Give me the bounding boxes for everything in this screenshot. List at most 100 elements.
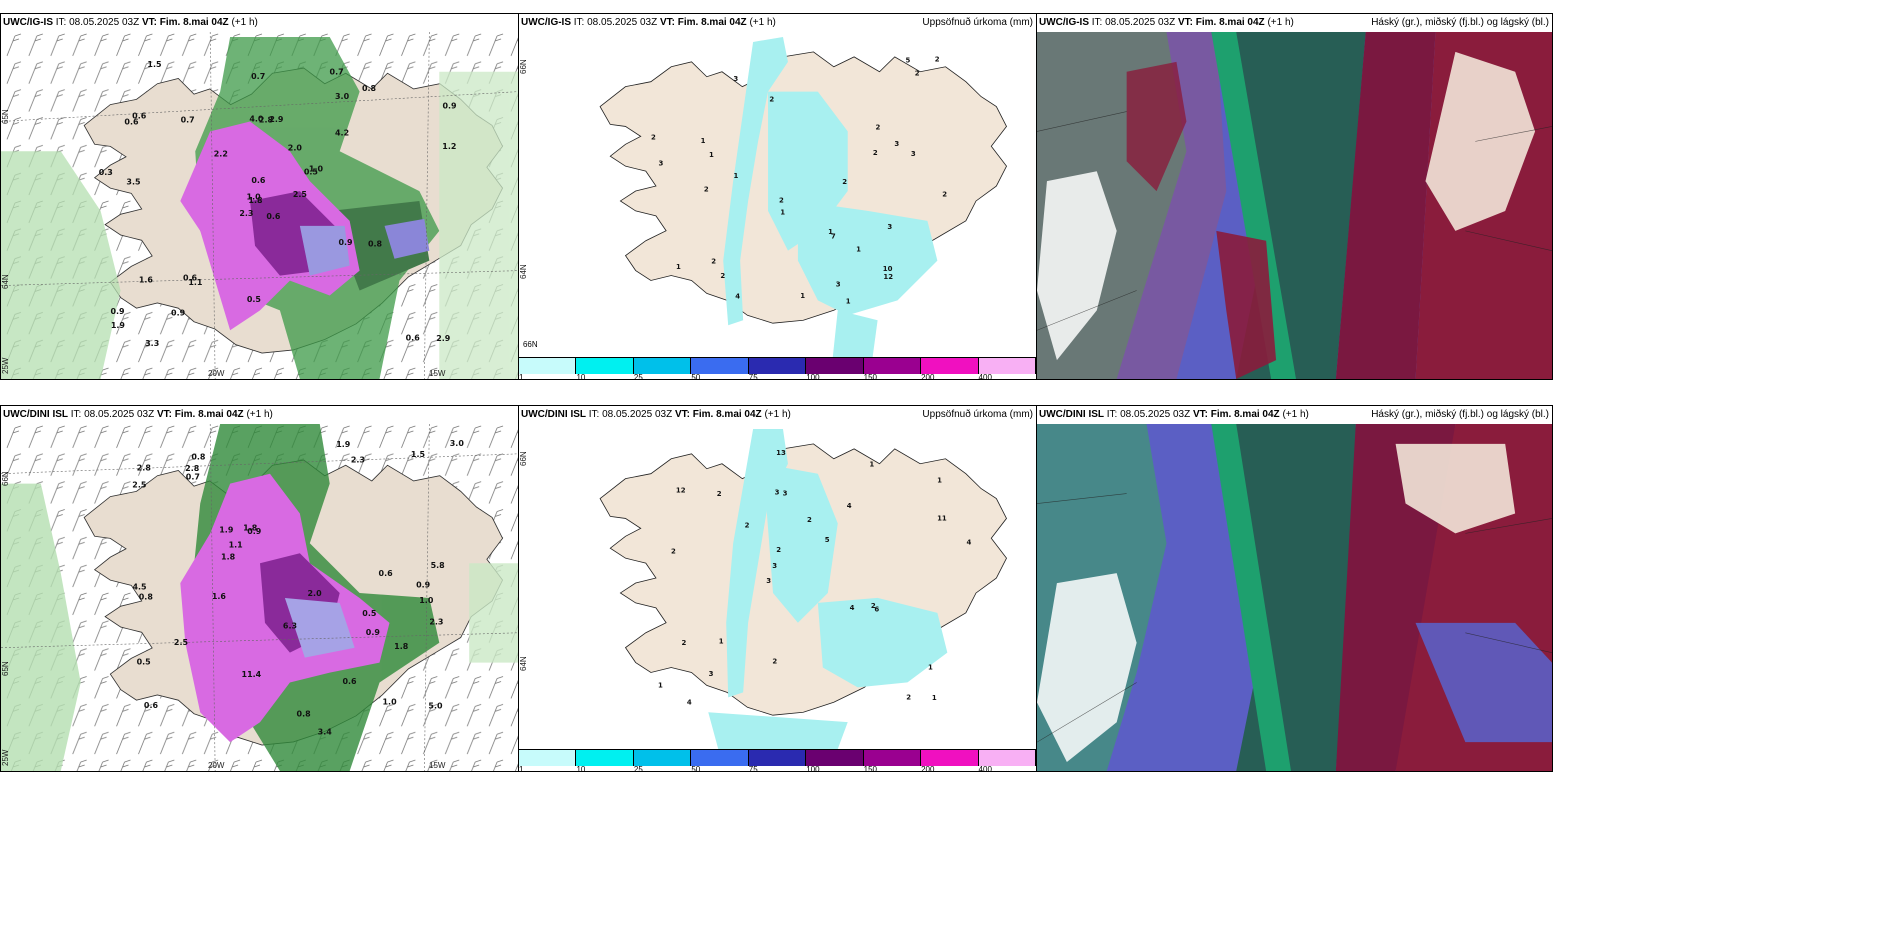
precip-value-label: 2.3 [351, 455, 365, 464]
legend-tick-label: 200 [921, 765, 935, 772]
precip-value-label: 0.9 [366, 628, 381, 637]
precip-value-label: 3 [772, 562, 777, 570]
precip-value-label: 1 [676, 263, 681, 271]
precip-value-label: 2 [807, 516, 812, 524]
panel-header: UWC/IG-IS IT: 08.05.2025 03Z VT: Fim. 8.… [519, 14, 1036, 32]
precip-value-label: 6.3 [283, 621, 297, 630]
legend-tick-label: 200 [921, 373, 935, 380]
legend-swatch [519, 750, 577, 766]
precip-value-label: 2.9 [436, 334, 451, 343]
legend-swatch [576, 750, 634, 766]
precip-value-label: 2.5 [174, 638, 188, 647]
precip-value-label: 2 [942, 190, 947, 198]
legend-tick-label: 25 [633, 373, 643, 380]
precip-value-label: 2 [915, 69, 920, 77]
precip-value-label: 2 [681, 639, 686, 647]
precip-value-label: 0.9 [416, 580, 431, 589]
precip-value-label: 0.7 [186, 472, 200, 481]
legend-swatch [691, 750, 749, 766]
precip-value-label: 1 [937, 477, 942, 485]
precip-value-label: 1.9 [111, 321, 126, 330]
precip-value-label: 3.0 [335, 92, 350, 101]
precip-value-label: 1.1 [188, 278, 202, 287]
precip-value-label: 7 [831, 233, 836, 241]
precip-value-label: 1.8 [394, 642, 409, 651]
field-title: Háský (gr.), miðský (fj.bl.) og lágský (… [1371, 17, 1549, 28]
precip-value-label: 2.0 [308, 589, 323, 598]
precip-value-label: 4.5 [132, 583, 146, 592]
init-time: IT: 08.05.2025 03Z [588, 409, 673, 420]
model-name: UWC/IG-IS [1039, 17, 1089, 28]
lon-label-15w: 15W [429, 761, 446, 770]
precip-value-label: 10 [883, 265, 893, 273]
precip-value-label: 0.9 [110, 307, 125, 316]
legend-tick-label: 1 [519, 373, 524, 380]
map-precip-rate: 0.6 0.6 1.8 0.9 0.5 1.1 0.7 2.9 3.0 2.5 1.5 2.9 3.5 0… [1, 32, 518, 379]
legend-swatch [863, 750, 922, 766]
precip-value-label: 1 [709, 151, 714, 159]
legend-swatch [576, 358, 634, 374]
legend-swatch [633, 358, 692, 374]
valid-time: VT: Fim. 8.mai 04Z [674, 409, 762, 420]
valid-time: VT: Fim. 8.mai 04Z [1192, 409, 1280, 420]
precip-legend: 1 10 25 50 75 100 150 200 400 [519, 749, 1036, 771]
precip-value-label: 1.0 [419, 596, 434, 605]
precip-value-label: 2.5 [132, 480, 146, 489]
lat-label: 66N [519, 451, 528, 466]
init-time: IT: 08.05.2025 03Z [70, 409, 155, 420]
legend-tick-label: 75 [748, 765, 758, 772]
lon-label-15w: 15W [429, 369, 446, 378]
precip-value-label: 11 [937, 514, 947, 522]
precip-value-label: 0.8 [139, 593, 154, 602]
field-title: Uppsöfnuð úrkoma (mm) [922, 17, 1033, 28]
precip-legend: 1 10 25 50 75 100 150 200 400 [519, 357, 1036, 379]
precip-value-label: 0.9 [442, 101, 457, 110]
precip-value-label: 0.8 [191, 452, 206, 461]
precip-value-label: 0.8 [297, 710, 312, 719]
precip-value-label: 0.6 [251, 176, 266, 185]
precip-value-label: 2.8 [259, 115, 274, 124]
legend-swatch [921, 750, 979, 766]
precip-value-label: 3.4 [318, 728, 333, 737]
precip-value-label: 1 [928, 663, 933, 671]
legend-tick-label: 100 [806, 373, 820, 380]
precip-value-label: 0.6 [379, 569, 394, 578]
panel-dini-accum-precip: UWC/DINI ISL IT: 08.05.2025 03Z VT: Fim.… [518, 405, 1037, 772]
precip-value-label: 2.3 [429, 618, 443, 627]
precip-value-label: 4.0 [249, 114, 264, 123]
precip-value-label: 2 [671, 548, 676, 556]
precip-value-label: 1.5 [147, 60, 161, 69]
precip-value-label: 2 [769, 95, 774, 103]
lead-time: (+1 h) [246, 409, 273, 420]
panel-ig-precip-rate: UWC/IG-IS IT: 08.05.2025 03Z VT: Fim. 8.… [0, 13, 519, 380]
precip-value-label: 2 [871, 602, 876, 610]
precip-value-label: 0.5 [247, 295, 261, 304]
map-canvas: 0.60.61.80.90.51.10.72.93.02.51.52.93.50… [1, 32, 518, 379]
map-accum-precip: 1 2 1 3 4 4 3 2 2 2 1 3 3 5 6 12 13 4 4 11 3 2 2 2 1 1 2 1 2 [519, 424, 1036, 749]
model-name: UWC/DINI ISL [1039, 409, 1104, 420]
legend-swatch [806, 750, 864, 766]
precip-pink-field [180, 473, 390, 743]
precip-value-label: 0.5 [137, 658, 151, 667]
legend-tick-label: 75 [748, 373, 758, 380]
precip-value-label: 2.8 [137, 464, 152, 473]
init-time: IT: 08.05.2025 03Z [1106, 409, 1191, 420]
legend-tick-label: 400 [978, 373, 992, 380]
precip-value-label: 2 [711, 257, 716, 265]
legend-swatch [806, 358, 864, 374]
precip-value-label: 12 [883, 273, 893, 281]
accum-precip-field [723, 36, 938, 357]
legend-swatch [748, 358, 807, 374]
precip-value-label: 4 [966, 539, 971, 547]
legend-tick-label: 150 [863, 373, 878, 380]
precip-value-label: 5.0 [428, 701, 443, 710]
precip-value-label: 1.9 [219, 525, 234, 534]
precip-value-label: 0.6 [342, 677, 357, 686]
lon-label-20w: 20W [208, 761, 225, 770]
field-title: Háský (gr.), miðský (fj.bl.) og lágský (… [1371, 409, 1549, 420]
lat-label: 64N [519, 656, 528, 671]
precip-value-label: 2 [842, 178, 847, 186]
map-clouds [1037, 424, 1552, 771]
